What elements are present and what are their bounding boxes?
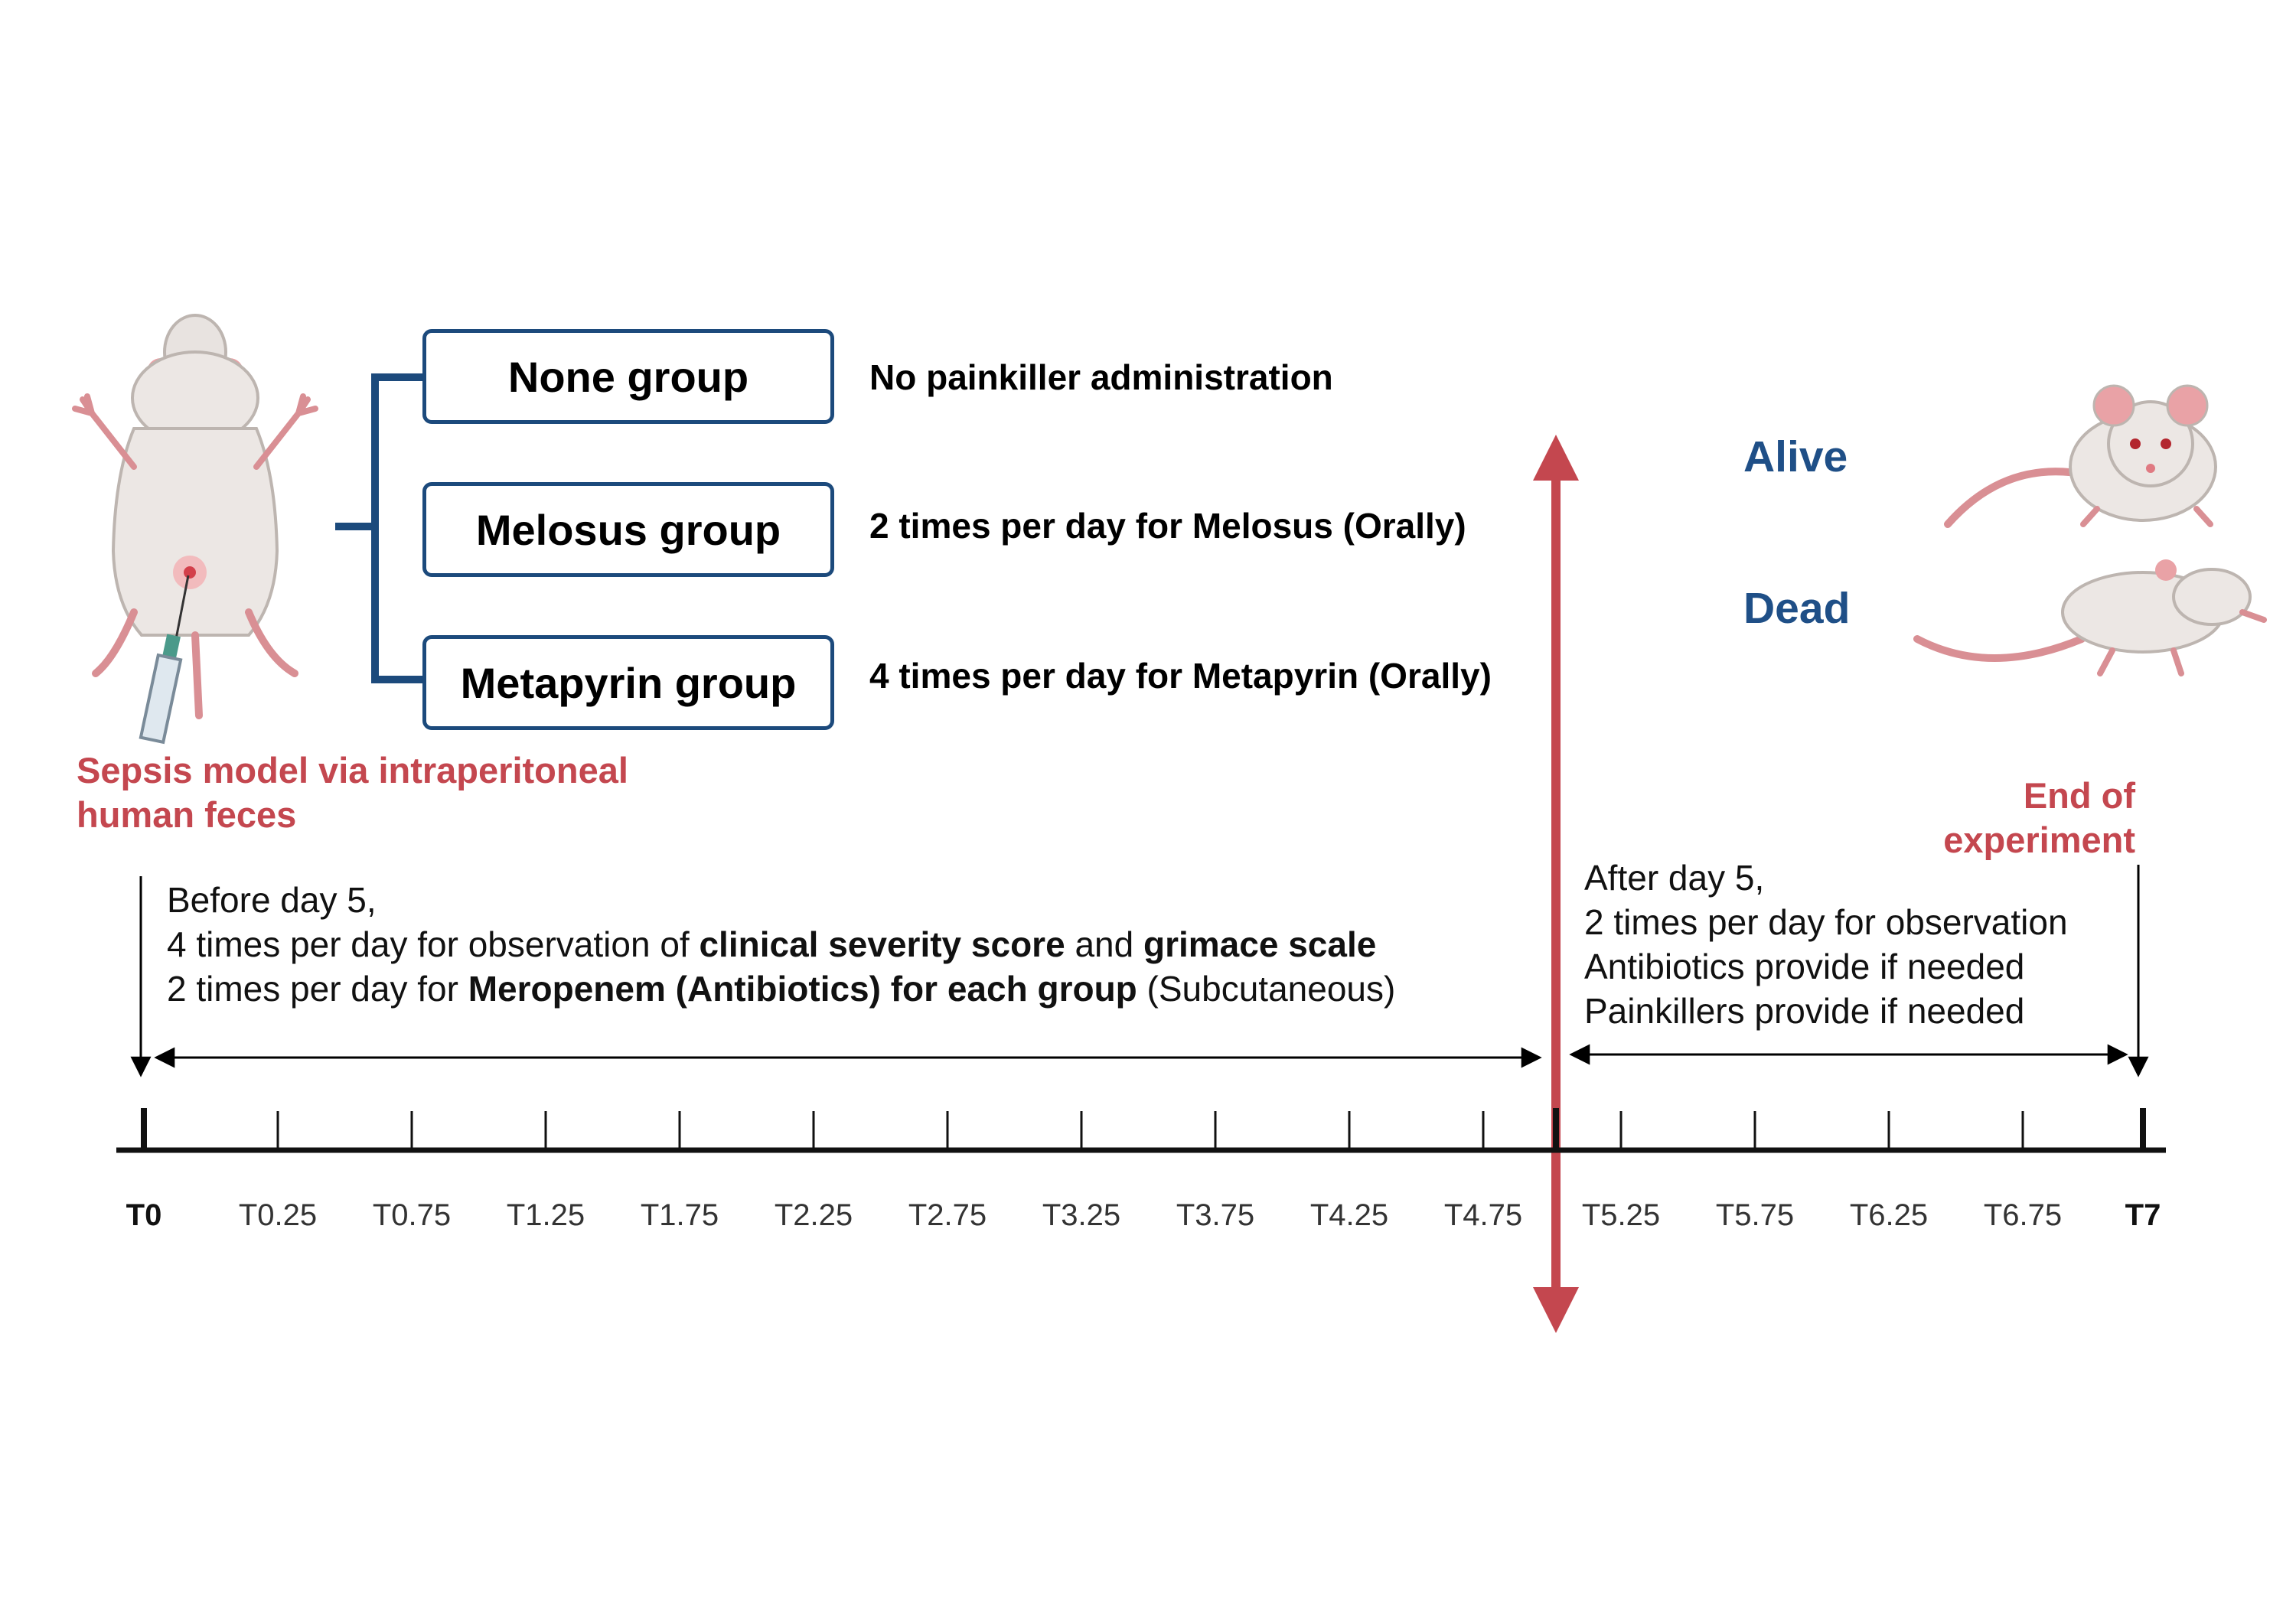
end-label-line-2: experiment <box>1943 820 2135 860</box>
timeline-tick-label: T6.25 <box>1849 1198 1929 1232</box>
after-line-3: Antibiotics provide if needed <box>1584 947 2025 986</box>
metapyrin-group-dose: 4 times per day for Metapyrin (Orally) <box>869 656 1492 696</box>
sepsis-label-line-2: human feces <box>77 794 297 835</box>
mouse-injection-icon <box>72 314 318 745</box>
timeline-tick-label: T1.75 <box>640 1198 719 1232</box>
dead-label: Dead <box>1743 584 1851 633</box>
before-line-2: 4 times per day for observation of clini… <box>167 924 1377 964</box>
after-line-2: 2 times per day for observation <box>1584 902 2068 942</box>
dead-mouse-icon <box>1913 559 2267 676</box>
end-label-line-1: End of <box>2023 775 2135 816</box>
before-line-1: Before day 5, <box>167 880 377 920</box>
timeline-tick-label: T0.25 <box>238 1198 318 1232</box>
sepsis-label-line-1: Sepsis model via intraperitoneal <box>77 750 628 790</box>
timeline-tick-label: T5.75 <box>1715 1198 1795 1232</box>
melosus-group-dose: 2 times per day for Melosus (Orally) <box>869 506 1466 546</box>
after-day5-notes: After day 5, 2 times per day for observa… <box>1584 856 2068 1033</box>
timeline-tick-label: T4.75 <box>1443 1198 1523 1232</box>
timeline-tick-label: T7 <box>2125 1198 2161 1232</box>
timeline-tick-label: T1.25 <box>506 1198 585 1232</box>
after-line-1: After day 5, <box>1584 858 1765 898</box>
group-bracket <box>371 373 426 683</box>
timeline-tick-label: T2.25 <box>774 1198 853 1232</box>
timeline-tick-label: T6.75 <box>1983 1198 2063 1232</box>
none-group-dose: No painkiller administration <box>869 357 1333 397</box>
alive-mouse-icon <box>1944 384 2217 528</box>
timeline-tick-label: T0 <box>126 1198 162 1232</box>
alive-label: Alive <box>1743 432 1848 481</box>
timeline-tick-label: T3.75 <box>1176 1198 1255 1232</box>
before-day5-notes: Before day 5, 4 times per day for observ… <box>167 878 1395 1011</box>
timeline-tick-label: T0.75 <box>372 1198 452 1232</box>
timeline-ticks <box>141 1108 2146 1150</box>
end-of-experiment-label: End of experiment <box>1906 774 2135 862</box>
metapyrin-group-box: Metapyrin group <box>422 635 834 730</box>
none-group-box: None group <box>422 329 834 424</box>
timeline-tick-label: T2.75 <box>908 1198 987 1232</box>
timeline-tick-label: T5.25 <box>1581 1198 1661 1232</box>
after-line-4: Painkillers provide if needed <box>1584 991 2025 1031</box>
timeline-tick-label: T4.25 <box>1309 1198 1389 1232</box>
before-line-3: 2 times per day for Meropenem (Antibioti… <box>167 969 1396 1009</box>
timeline-tick-label: T3.25 <box>1042 1198 1121 1232</box>
melosus-group-box: Melosus group <box>422 482 834 577</box>
sepsis-model-label: Sepsis model via intraperitoneal human f… <box>77 748 628 837</box>
